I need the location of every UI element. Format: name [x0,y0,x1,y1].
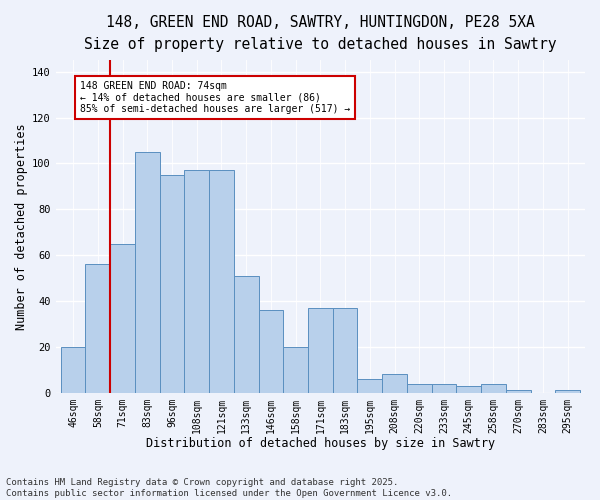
Bar [333,308,358,392]
Bar [110,244,135,392]
Bar [481,384,506,392]
Bar [234,276,259,392]
Bar [61,347,85,393]
Bar [283,347,308,393]
Bar [160,175,184,392]
Bar [358,379,382,392]
X-axis label: Distribution of detached houses by size in Sawtry: Distribution of detached houses by size … [146,437,495,450]
Bar [135,152,160,392]
Bar [382,374,407,392]
Bar [308,308,333,392]
Bar [431,384,457,392]
Y-axis label: Number of detached properties: Number of detached properties [15,123,28,330]
Bar [407,384,431,392]
Bar [209,170,234,392]
Bar [506,390,530,392]
Bar [457,386,481,392]
Text: Contains HM Land Registry data © Crown copyright and database right 2025.
Contai: Contains HM Land Registry data © Crown c… [6,478,452,498]
Bar [85,264,110,392]
Bar [259,310,283,392]
Bar [556,390,580,392]
Text: 148 GREEN END ROAD: 74sqm
← 14% of detached houses are smaller (86)
85% of semi-: 148 GREEN END ROAD: 74sqm ← 14% of detac… [80,81,350,114]
Title: 148, GREEN END ROAD, SAWTRY, HUNTINGDON, PE28 5XA
Size of property relative to d: 148, GREEN END ROAD, SAWTRY, HUNTINGDON,… [84,15,557,52]
Bar [184,170,209,392]
